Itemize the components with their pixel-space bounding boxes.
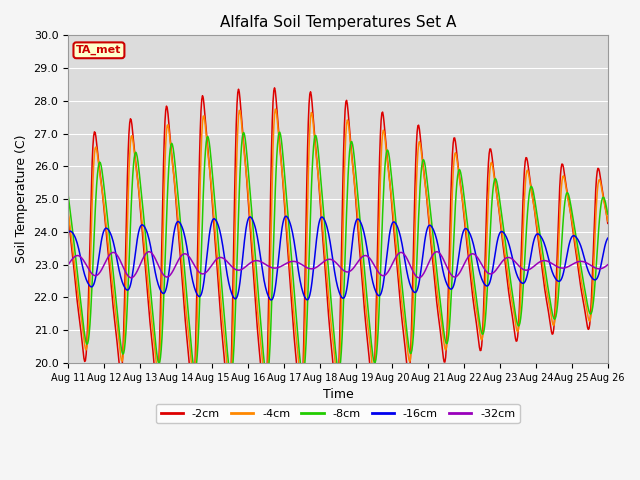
Legend: -2cm, -4cm, -8cm, -16cm, -32cm: -2cm, -4cm, -8cm, -16cm, -32cm [156,404,520,423]
X-axis label: Time: Time [323,388,353,401]
Text: TA_met: TA_met [76,45,122,55]
Title: Alfalfa Soil Temperatures Set A: Alfalfa Soil Temperatures Set A [220,15,456,30]
Y-axis label: Soil Temperature (C): Soil Temperature (C) [15,135,28,264]
